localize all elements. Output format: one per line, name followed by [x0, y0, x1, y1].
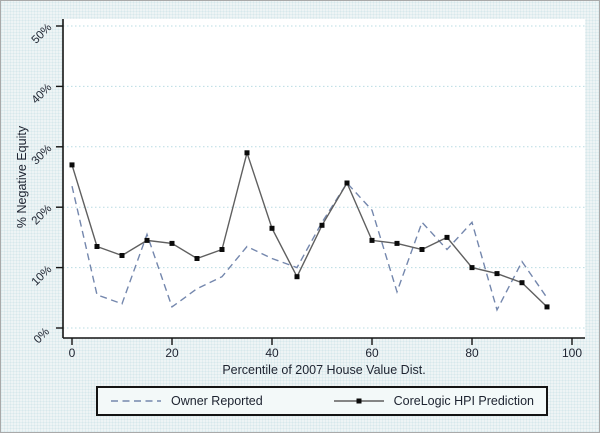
x-tick-label: 20: [165, 346, 179, 360]
data-point-marker: [144, 237, 150, 243]
x-tick-label: 40: [265, 346, 279, 360]
data-point-marker: [544, 304, 550, 310]
data-point-marker: [194, 256, 200, 261]
legend-item-owner-reported: Owner Reported: [110, 394, 263, 408]
y-axis-title: % Negative Equity: [15, 125, 29, 229]
x-tick-label: 100: [561, 346, 583, 360]
data-point-marker: [444, 234, 450, 240]
x-tick-label: 80: [465, 346, 479, 360]
data-point-marker: [94, 244, 100, 249]
data-point-marker: [244, 150, 250, 156]
data-point-marker: [469, 265, 475, 271]
data-point-marker: [319, 222, 325, 228]
data-point-marker: [69, 162, 75, 168]
data-point-marker: [294, 274, 300, 280]
data-point-marker: [169, 240, 175, 246]
plot-region: [63, 19, 585, 338]
data-point-marker: [394, 240, 400, 246]
data-point-marker: [494, 271, 500, 277]
x-axis-title: Percentile of 2007 House Value Dist.: [222, 363, 426, 377]
legend-label: Owner Reported: [171, 394, 263, 408]
data-point-marker: [369, 237, 375, 243]
data-point-marker: [519, 280, 525, 286]
corelogic-hpi-prediction-line: [71, 150, 548, 308]
dashed-line-sample-icon: [111, 400, 161, 402]
data-point-marker: [419, 247, 425, 252]
legend: Owner Reported CoreLogic HPI Prediction: [96, 386, 548, 416]
data-point-marker: [269, 225, 275, 231]
x-tick-label: 0: [68, 346, 76, 360]
x-tick-label: 60: [365, 346, 379, 360]
data-point-marker: [344, 180, 350, 186]
data-point-marker: [119, 253, 125, 258]
data-point-marker: [219, 247, 225, 252]
solid-line-marker-sample-icon: [333, 398, 384, 404]
legend-label: CoreLogic HPI Prediction: [393, 394, 534, 408]
legend-item-corelogic-hpi-prediction: CoreLogic HPI Prediction: [333, 394, 534, 408]
owner-reported-line: [71, 181, 548, 312]
